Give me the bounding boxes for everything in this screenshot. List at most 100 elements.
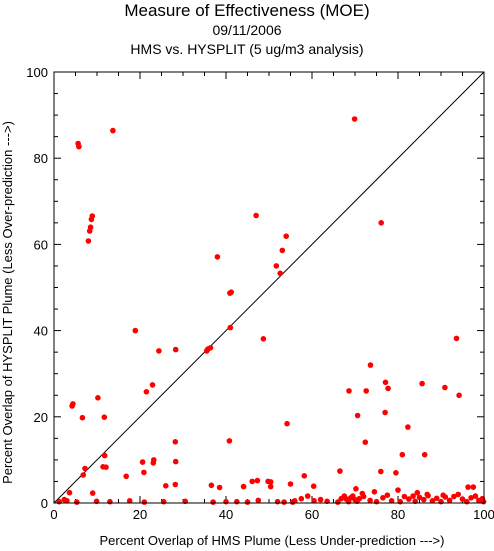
data-point <box>395 487 401 493</box>
data-point <box>317 496 324 503</box>
data-point <box>301 473 308 479</box>
one-to-one-reference-line <box>53 71 485 504</box>
data-point <box>210 499 216 505</box>
data-point <box>244 499 251 505</box>
data-point <box>429 498 436 504</box>
data-point <box>419 380 425 387</box>
plot-frame <box>53 71 485 504</box>
data-point <box>139 459 146 465</box>
y-axis-label: Percent Overlap of HYSPLIT Plume (Less O… <box>0 121 15 484</box>
data-point <box>371 489 378 495</box>
data-point <box>362 439 369 446</box>
data-point <box>405 424 411 430</box>
data-point <box>438 498 444 505</box>
data-point <box>464 498 470 505</box>
data-point <box>249 478 255 485</box>
data-point <box>281 499 287 505</box>
data-point <box>172 458 179 465</box>
data-point <box>103 464 109 471</box>
data-point <box>304 493 311 499</box>
data-point <box>253 212 259 219</box>
data-point <box>354 412 361 419</box>
y-tick-label: 0 <box>41 496 48 511</box>
data-point <box>397 498 404 505</box>
data-point <box>273 263 280 269</box>
data-point <box>382 409 388 416</box>
data-point <box>80 472 86 478</box>
x-tick-label: 40 <box>219 507 233 522</box>
data-point <box>468 495 474 501</box>
data-point <box>226 438 233 444</box>
data-point <box>385 385 391 392</box>
data-point <box>143 389 150 395</box>
data-point <box>459 496 466 502</box>
y-tick-label: 20 <box>34 410 48 425</box>
data-point <box>399 451 406 458</box>
data-point <box>451 493 457 500</box>
data-point <box>66 489 73 496</box>
tick-labels: 0 20 40 60 80 100 0 20 40 60 80 100 <box>26 65 494 522</box>
data-point <box>110 127 116 134</box>
data-point <box>70 401 76 407</box>
data-point <box>203 348 210 354</box>
data-point <box>274 498 281 505</box>
data-point <box>214 254 221 260</box>
data-point <box>421 451 428 458</box>
data-point <box>216 484 223 491</box>
data-point <box>277 270 284 277</box>
data-point <box>149 382 156 388</box>
data-point <box>292 498 298 504</box>
data-point <box>353 486 359 492</box>
data-point <box>446 497 453 504</box>
data-point <box>279 247 286 254</box>
data-point <box>311 498 317 504</box>
data-point <box>283 233 290 239</box>
y-tick-label: 80 <box>34 151 48 166</box>
data-point <box>172 481 179 488</box>
data-point <box>150 460 157 466</box>
data-point <box>414 489 421 496</box>
data-point <box>425 492 431 499</box>
data-point <box>227 324 234 331</box>
data-point <box>208 482 215 489</box>
data-point <box>284 420 290 427</box>
data-point <box>254 477 261 484</box>
y-tick-label: 100 <box>26 65 48 80</box>
data-point <box>351 116 358 122</box>
y-tick-label: 60 <box>34 237 48 252</box>
data-point <box>89 213 96 219</box>
data-point <box>95 395 101 401</box>
data-point <box>380 495 386 501</box>
data-point <box>363 388 370 394</box>
data-point <box>335 499 341 505</box>
data-point <box>470 484 477 490</box>
data-point <box>82 465 88 472</box>
x-tick-label: 0 <box>50 507 57 522</box>
x-axis-label: Percent Overlap of HMS Plume (Less Under… <box>100 533 445 548</box>
data-point <box>337 468 343 474</box>
data-point <box>227 290 233 296</box>
data-point <box>456 392 462 399</box>
data-point <box>267 483 274 490</box>
data-point <box>160 498 167 505</box>
data-point <box>207 345 214 351</box>
data-point <box>356 495 363 502</box>
data-point <box>442 494 449 500</box>
data-point <box>126 498 133 504</box>
data-point <box>132 327 139 334</box>
data-point <box>406 496 412 502</box>
chart-title: Measure of Effectiveness (MOE) <box>124 1 370 20</box>
data-point <box>223 498 229 505</box>
data-point <box>141 499 148 505</box>
data-point <box>87 224 94 230</box>
data-point <box>64 498 70 504</box>
data-point <box>123 473 129 480</box>
data-point <box>298 495 305 502</box>
data-point <box>172 346 179 353</box>
data-point <box>442 384 448 391</box>
chart-date: 09/11/2006 <box>212 22 282 38</box>
data-points <box>56 116 487 505</box>
data-point <box>101 452 108 459</box>
data-point <box>410 493 416 499</box>
